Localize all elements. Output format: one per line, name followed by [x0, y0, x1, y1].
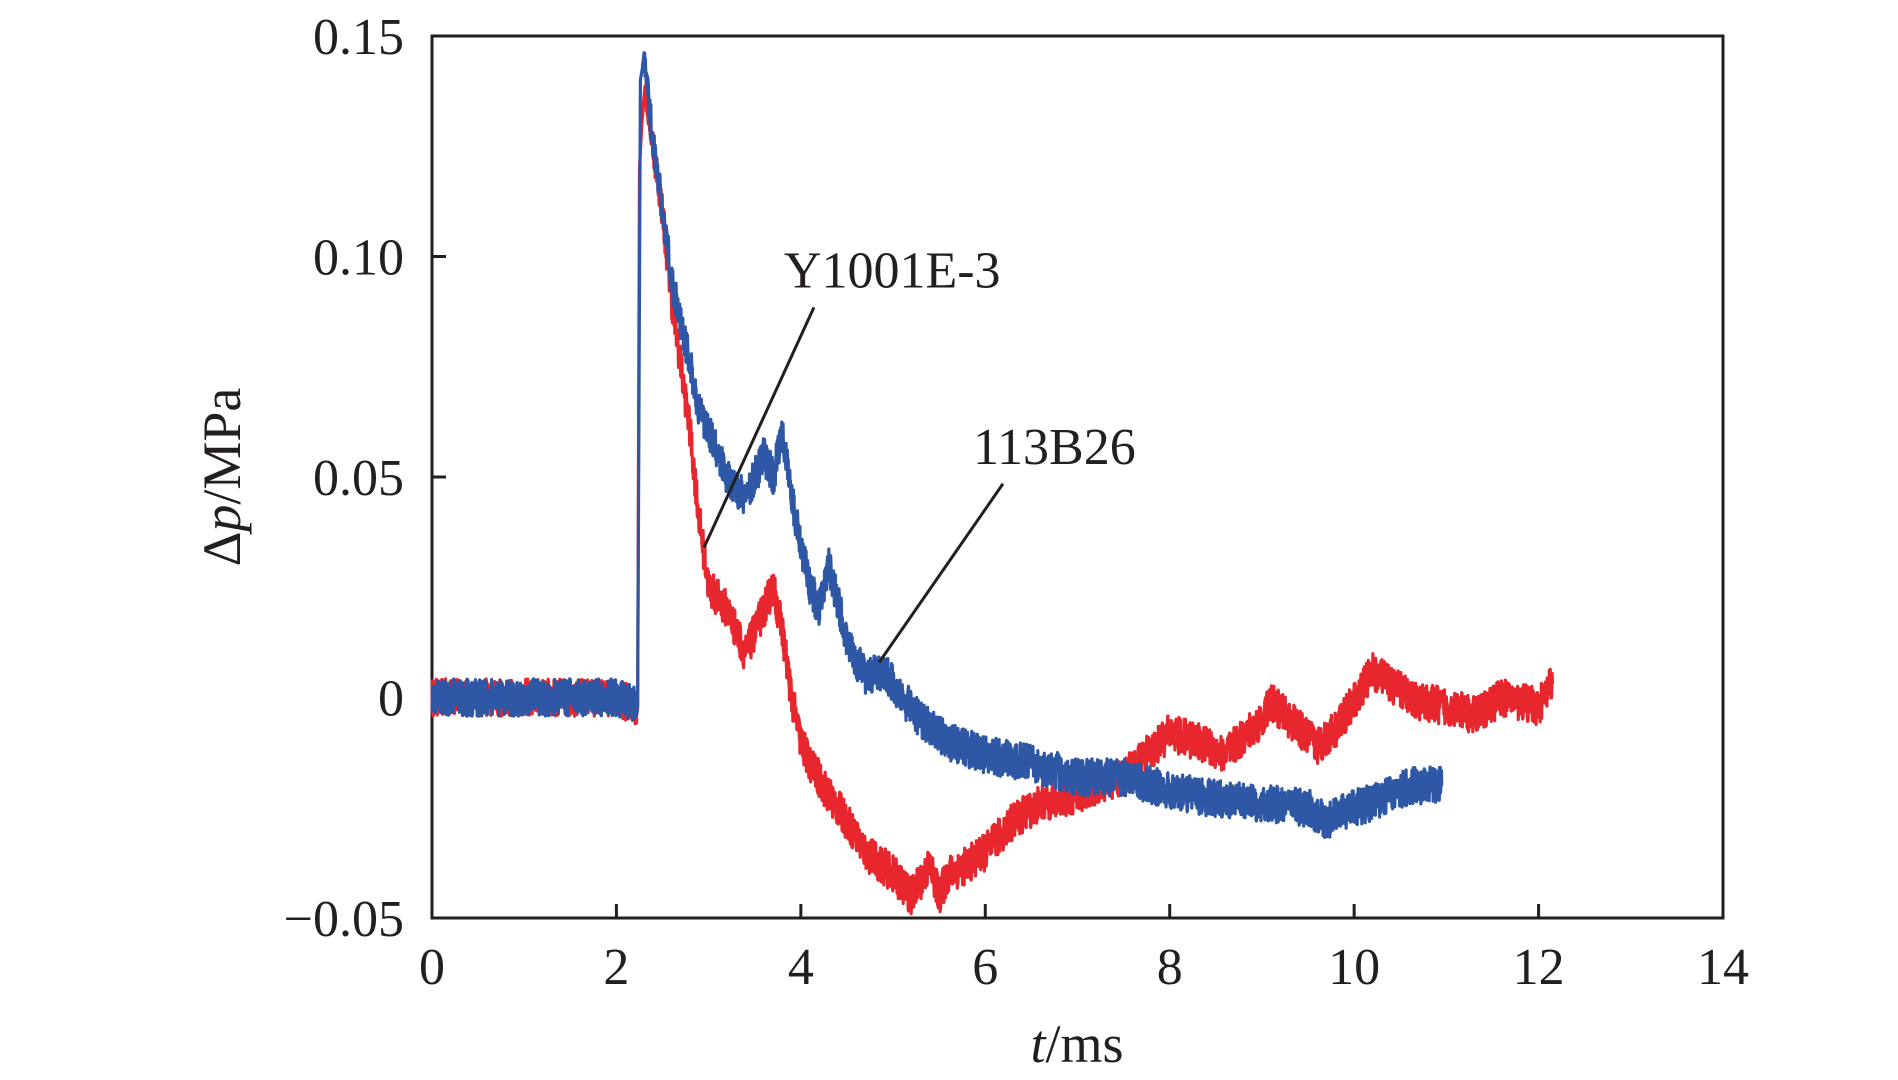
y-tick-label: −0.05: [284, 891, 404, 948]
y-tick-label: 0.10: [313, 230, 404, 287]
series-line-113b26: [430, 51, 1444, 839]
x-tick-label: 4: [788, 939, 814, 996]
annotations: Y1001E-3 113B26: [702, 242, 1136, 664]
series-layer: [430, 51, 1554, 916]
y-tick-label: 0: [378, 671, 404, 728]
x-tick-label: 10: [1328, 939, 1380, 996]
annotation-label: 113B26: [973, 419, 1136, 476]
x-axis: 0 2 4 6 8 10 12 14: [419, 904, 1749, 996]
y-axis-title: Δp/MPa: [192, 388, 252, 567]
y-tick-label: 0.05: [313, 450, 404, 507]
x-tick-label: 0: [419, 939, 445, 996]
y-tick-label: 0.15: [313, 9, 404, 66]
y-axis: −0.05 0 0.05 0.10 0.15: [284, 9, 446, 948]
x-tick-label: 6: [972, 939, 998, 996]
annotation-label: Y1001E-3: [784, 242, 1001, 299]
annotation-leader: [878, 482, 1005, 664]
x-tick-label: 2: [603, 939, 629, 996]
x-tick-label: 12: [1513, 939, 1565, 996]
x-axis-title: t/ms: [1030, 1014, 1123, 1074]
x-tick-label: 14: [1697, 939, 1749, 996]
annotation-leader: [702, 306, 816, 549]
x-tick-label: 8: [1157, 939, 1183, 996]
